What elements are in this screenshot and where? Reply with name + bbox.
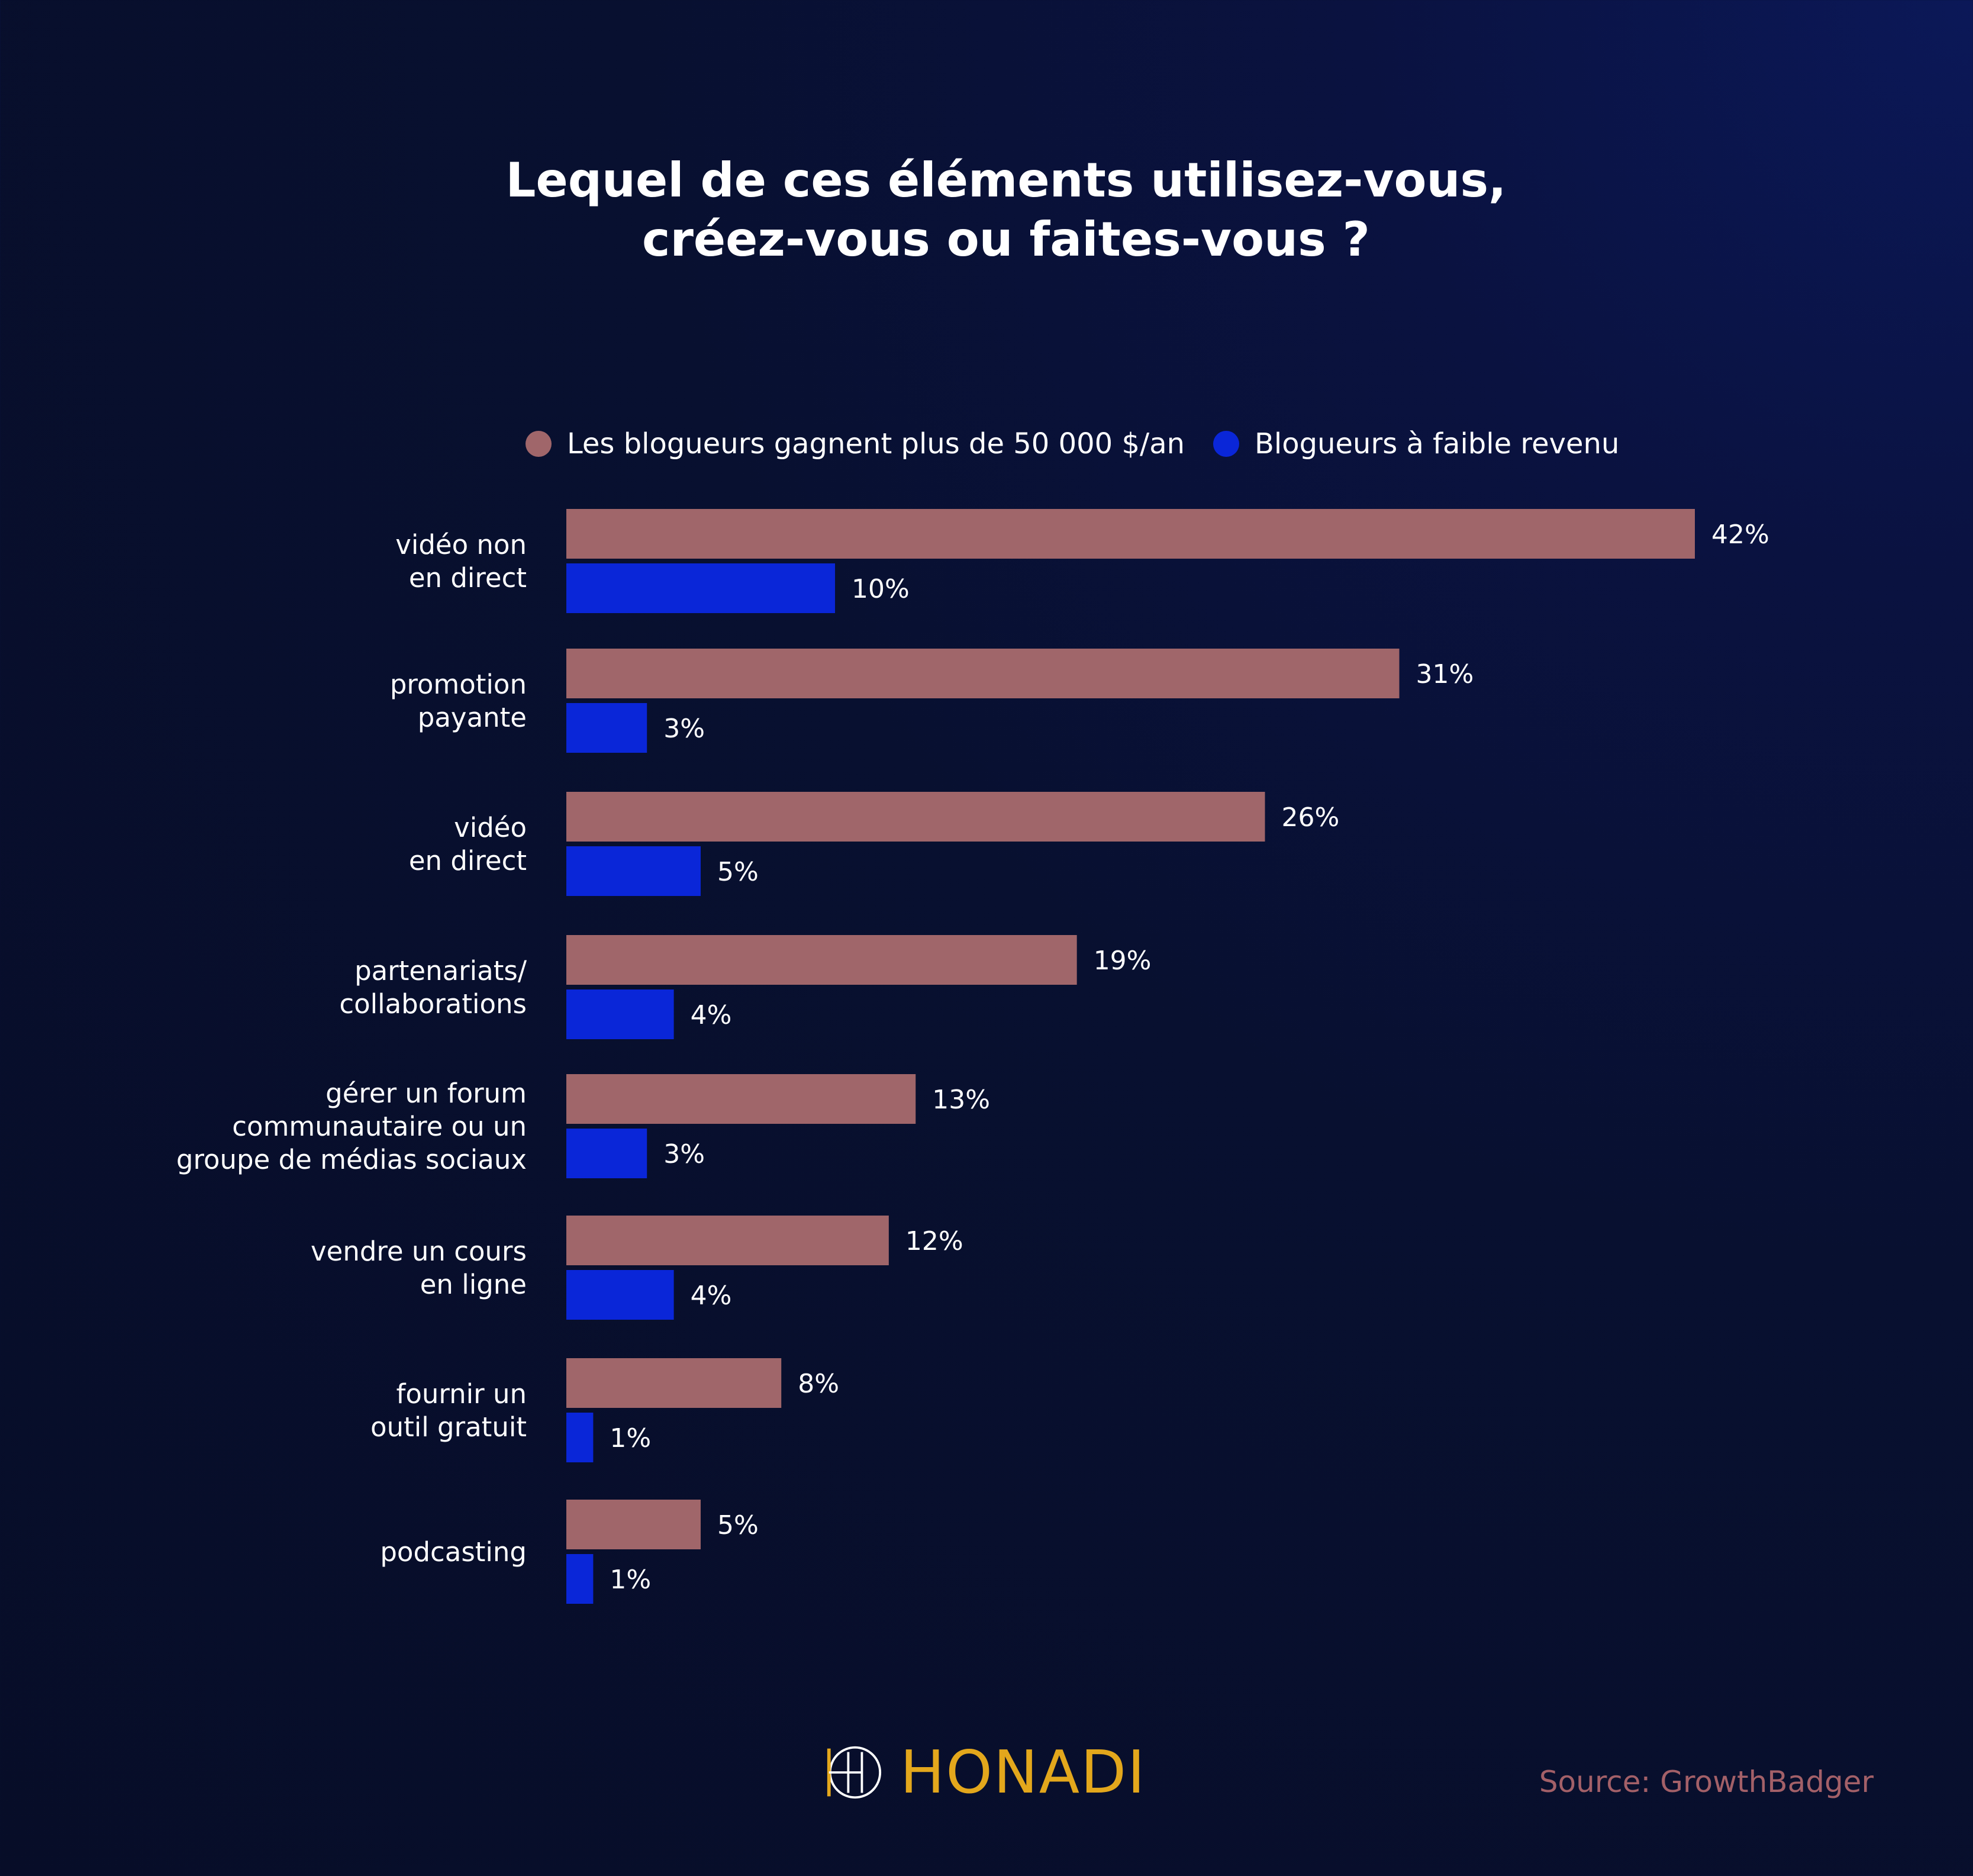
category-label-6-line-0: fournir un [396,1378,527,1410]
category-label-1-line-1: payante [418,702,527,733]
bar-high-income-1 [566,649,1400,698]
bar-low-income-6 [566,1413,594,1462]
bar-high-income-0 [566,509,1695,559]
legend-item-low-income: Blogueurs à faible revenu [1213,423,1619,465]
value-label-high-income-6: 8% [798,1369,839,1399]
value-label-low-income-5: 4% [691,1281,732,1311]
bar-low-income-1 [566,703,647,753]
category-label-2-line-0: vidéo [454,812,527,843]
bar-low-income-7 [566,1554,594,1604]
value-label-low-income-7: 1% [610,1565,651,1595]
chart-title-line-2: créez-vous ou faites-vous ? [642,212,1370,267]
bar-high-income-4 [566,1074,916,1124]
value-label-low-income-4: 3% [663,1139,705,1169]
bar-low-income-5 [566,1270,674,1320]
brand-logo: HONADI [826,1740,1146,1805]
value-label-high-income-7: 5% [717,1510,759,1540]
value-label-low-income-6: 1% [610,1423,651,1453]
value-label-low-income-2: 5% [717,857,759,887]
bar-low-income-0 [566,563,836,613]
source-credit: Source: GrowthBadger [1539,1765,1874,1799]
honadi-logo-icon [827,1746,882,1799]
brand-name: HONADI [900,1738,1146,1807]
category-label-0-line-1: en direct [409,562,527,594]
legend-item-high-income: Les blogueurs gagnent plus de 50 000 $/a… [526,423,1185,465]
bar-high-income-5 [566,1216,889,1265]
chart-title-line-1: Lequel de ces éléments utilisez-vous, [505,153,1507,208]
value-label-high-income-1: 31% [1416,659,1474,689]
value-label-high-income-0: 42% [1711,520,1769,550]
category-label-4-line-2: groupe de médias sociaux [176,1144,527,1175]
category-label-2-line-1: en direct [409,845,527,876]
bar-low-income-3 [566,989,674,1039]
category-label-1-line-0: promotion [390,669,527,700]
category-label-5-line-1: en ligne [420,1269,527,1300]
bar-low-income-4 [566,1129,647,1178]
legend-dot-high-income [526,431,552,457]
value-label-high-income-5: 12% [905,1226,963,1256]
category-label-4-line-0: gérer un forum [325,1078,527,1109]
category-label-0-line-0: vidéo non [395,529,527,560]
bar-high-income-6 [566,1358,782,1408]
bar-low-income-2 [566,846,701,896]
legend-label-high-income: Les blogueurs gagnent plus de 50 000 $/a… [567,427,1185,460]
bar-high-income-3 [566,935,1077,985]
category-label-6-line-1: outil gratuit [370,1411,527,1443]
legend-dot-low-income [1213,431,1239,457]
value-label-low-income-1: 3% [663,714,705,744]
category-label-7-line-0: podcasting [380,1536,527,1568]
value-label-high-income-4: 13% [932,1085,990,1115]
value-label-low-income-3: 4% [691,1000,732,1030]
value-label-high-income-3: 19% [1094,946,1152,976]
value-label-low-income-0: 10% [852,574,910,604]
value-label-high-income-2: 26% [1282,802,1340,833]
category-label-3-line-0: partenariats/ [354,955,527,987]
chart-title: Lequel de ces éléments utilisez-vous, cr… [0,151,1973,269]
category-label-5-line-0: vendre un cours [311,1236,527,1267]
bar-high-income-7 [566,1500,701,1549]
bar-high-income-2 [566,792,1265,842]
legend-label-low-income: Blogueurs à faible revenu [1255,427,1620,460]
category-label-4-line-1: communautaire ou un [232,1111,527,1142]
category-label-3-line-1: collaborations [339,988,527,1020]
